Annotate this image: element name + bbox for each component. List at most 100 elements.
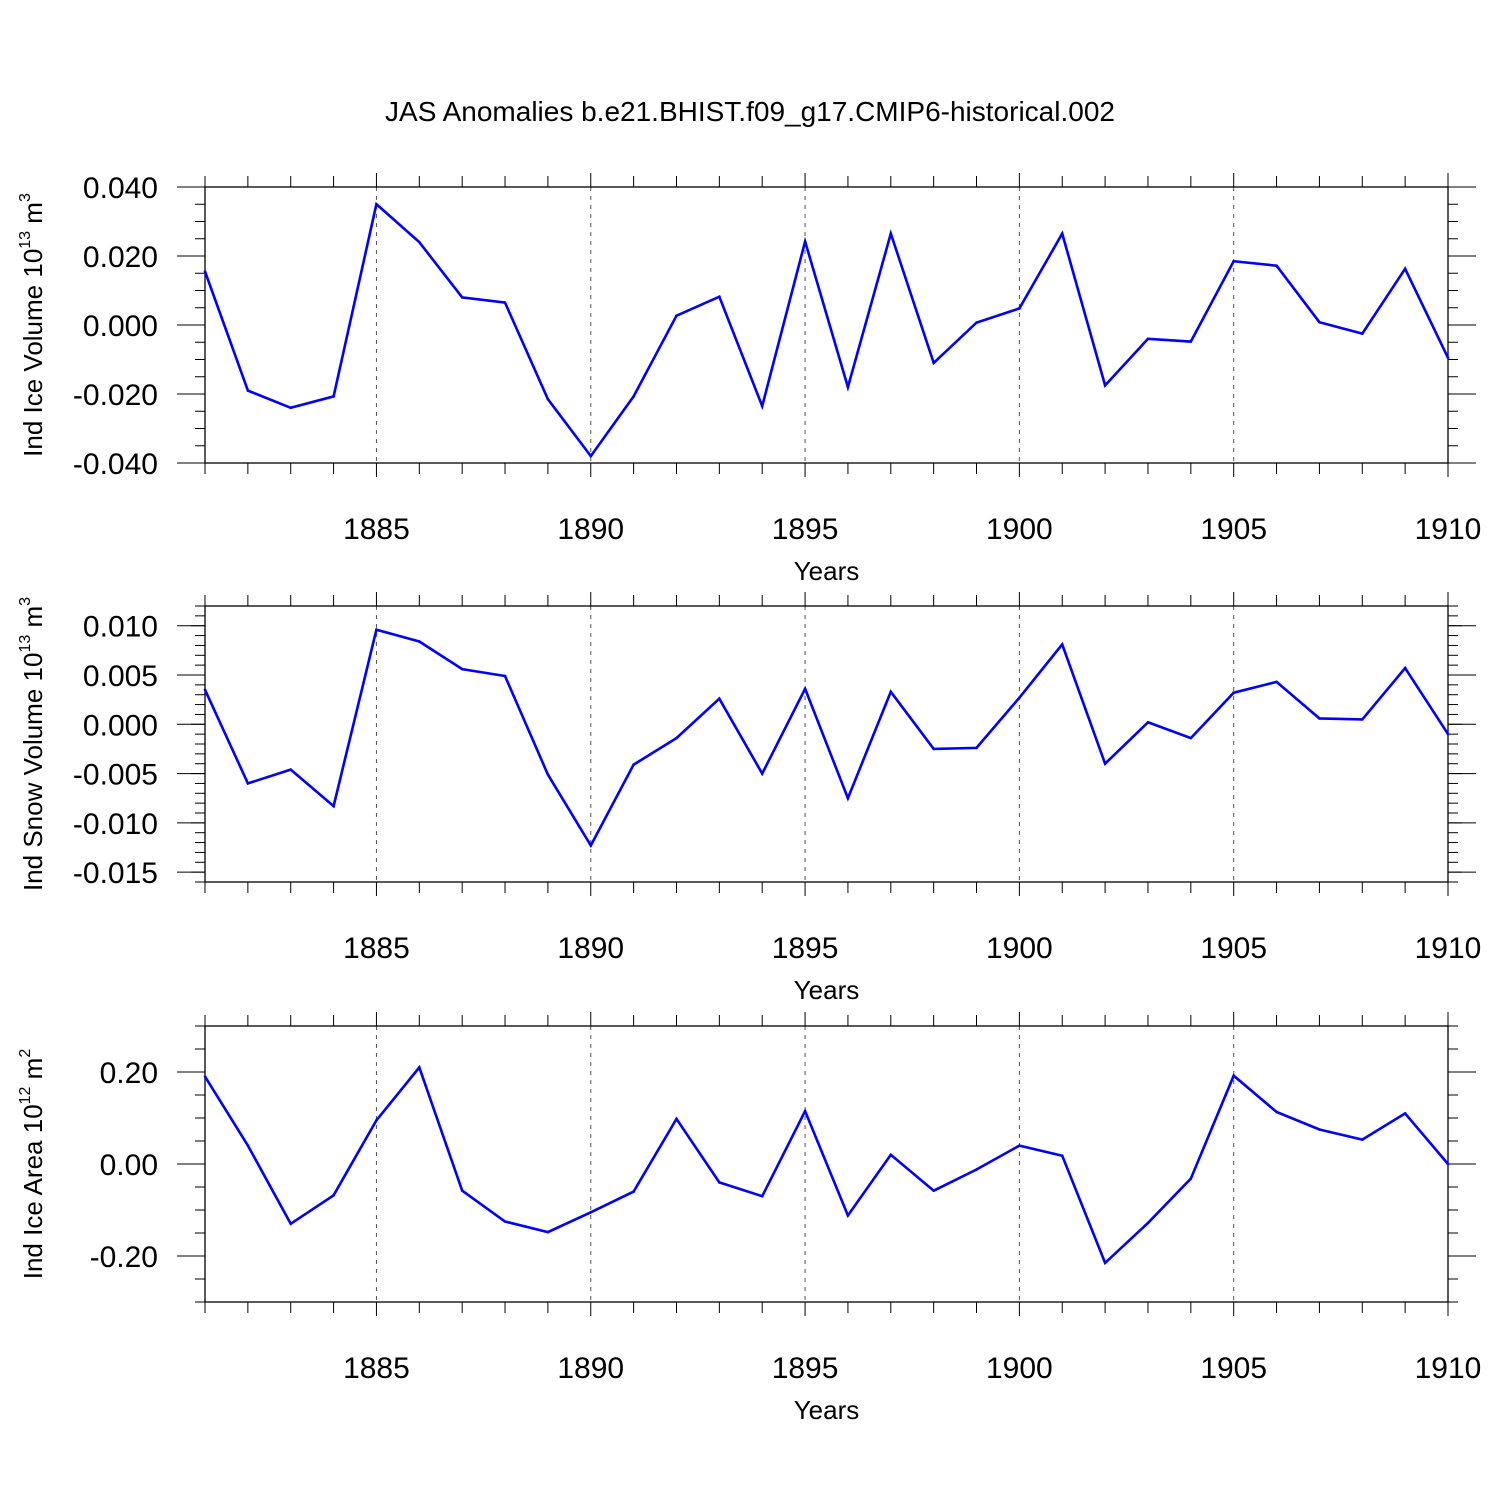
y-tick-label: 0.000 <box>83 310 158 343</box>
data-point <box>632 763 635 766</box>
y-tick-label: -0.020 <box>73 379 158 412</box>
data-point <box>332 804 335 808</box>
y-tick-label: -0.040 <box>73 448 158 481</box>
data-point <box>1403 1112 1407 1115</box>
data-point <box>546 1230 550 1234</box>
data-point <box>203 270 207 273</box>
data-point <box>846 385 850 389</box>
data-point <box>1360 718 1364 721</box>
data-point <box>503 1220 507 1223</box>
x-tick-label: 1905 <box>1200 932 1267 965</box>
data-point <box>1446 1162 1450 1166</box>
data-point <box>632 1190 635 1193</box>
data-point <box>1103 384 1107 387</box>
data-point <box>1146 337 1150 341</box>
data-point <box>1018 1144 1021 1147</box>
x-tick-label: 1900 <box>986 513 1053 546</box>
data-point <box>289 406 293 410</box>
data-point <box>1060 643 1064 646</box>
data-point <box>289 1222 293 1226</box>
chart-panel-1: -0.040 -0.020 0.000 0.020 0.040 1885 1890 1895 1… <box>17 172 1481 586</box>
data-point <box>1318 320 1321 324</box>
x-tick-label: 1905 <box>1200 1352 1267 1385</box>
y-tick-label: -0.005 <box>73 759 158 792</box>
y-tick-label: -0.010 <box>73 808 158 841</box>
data-point <box>1360 332 1364 335</box>
data-point <box>932 1189 935 1192</box>
data-point <box>846 796 850 800</box>
data-point <box>246 782 250 785</box>
data-point <box>1403 666 1407 670</box>
data-point <box>332 395 335 398</box>
x-tick-label: 1890 <box>557 932 624 965</box>
y-tick-label: -0.20 <box>90 1241 158 1274</box>
data-point <box>718 1181 721 1184</box>
data-point <box>460 1189 464 1192</box>
figure-title: JAS Anomalies b.e21.BHIST.f09_g17.CMIP6-… <box>385 96 1115 127</box>
x-tick-label: 1895 <box>772 932 839 965</box>
data-point <box>1232 1074 1235 1077</box>
data-point <box>975 746 978 750</box>
data-point <box>1060 232 1064 235</box>
data-point <box>889 690 893 694</box>
series-line <box>203 1064 1449 1266</box>
data-point <box>1189 340 1193 343</box>
data-point <box>1146 721 1150 724</box>
data-point <box>589 844 593 847</box>
data-point <box>375 202 378 206</box>
data-point <box>1275 264 1278 267</box>
data-point <box>503 301 507 304</box>
x-tick-label: 1890 <box>557 1352 624 1385</box>
y-axis-label: Ind Ice Volume 1013 m3 <box>17 193 48 457</box>
data-point <box>675 1117 678 1121</box>
series-line <box>203 201 1450 459</box>
chart-panel-2: -0.015 -0.010 -0.005 0.000 0.005 0.010 1885 189… <box>17 592 1481 1005</box>
x-axis-label: Years <box>794 975 860 1005</box>
series-line <box>203 628 1450 849</box>
data-point <box>760 404 764 408</box>
data-point <box>760 772 764 775</box>
x-tick-label: 1895 <box>772 513 839 546</box>
y-axis-label: Ind Snow Volume 1013 m3 <box>17 597 48 891</box>
data-point <box>1103 762 1107 766</box>
data-point <box>418 240 421 244</box>
data-point <box>1018 696 1021 699</box>
data-point <box>1189 736 1193 740</box>
data-point <box>332 1193 335 1197</box>
x-tick-label: 1900 <box>986 932 1053 965</box>
data-point <box>932 361 935 365</box>
data-point <box>1189 1177 1193 1181</box>
x-tick-label: 1900 <box>986 1352 1053 1385</box>
data-point <box>1232 259 1235 263</box>
data-point <box>803 687 807 691</box>
data-point <box>546 773 550 776</box>
data-point <box>889 232 893 235</box>
data-point <box>203 688 207 692</box>
data-point <box>632 395 635 398</box>
data-point <box>718 295 721 299</box>
data-point <box>1103 1261 1107 1265</box>
data-point <box>1403 267 1407 271</box>
x-tick-label: 1895 <box>772 1352 839 1385</box>
data-point <box>246 389 250 392</box>
data-point <box>546 397 550 401</box>
data-point <box>1275 1110 1278 1114</box>
data-point <box>289 768 293 771</box>
data-point <box>589 454 593 458</box>
data-point <box>1060 1154 1064 1158</box>
y-tick-label: 0.010 <box>83 611 158 644</box>
data-point <box>1360 1138 1364 1141</box>
x-axis-label: Years <box>794 556 860 586</box>
y-tick-label: 0.00 <box>100 1149 158 1182</box>
data-point <box>1446 732 1450 736</box>
y-tick-label: 0.000 <box>83 709 158 742</box>
data-point <box>418 1066 421 1069</box>
data-point <box>1446 356 1450 360</box>
x-tick-label: 1890 <box>557 513 624 546</box>
data-point <box>803 240 807 243</box>
data-point <box>975 1168 978 1171</box>
data-point <box>1318 717 1321 720</box>
data-point <box>246 1144 250 1147</box>
x-tick-label: 1885 <box>343 932 410 965</box>
